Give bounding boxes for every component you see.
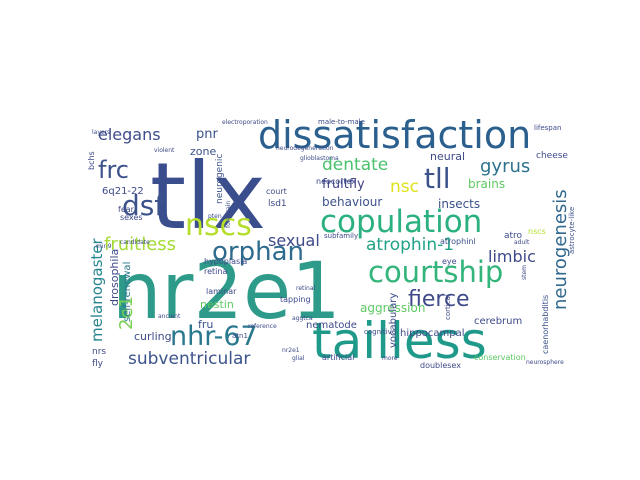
word-tlx: tlx <box>150 143 266 250</box>
word-lsd1: lsd1 <box>268 199 287 209</box>
word-nscs: nscs <box>185 208 252 243</box>
word-tll: tll <box>424 162 451 195</box>
word-glioblastoma: glioblastoma <box>300 155 339 162</box>
word-cloud-words: nr2e1tlxtaillessdissatisfactioncopulatio… <box>87 113 576 370</box>
word-nhr-67: nhr-67 <box>170 321 258 352</box>
word-electroporation: electroporation <box>222 119 268 126</box>
word-doublesex: doublesex <box>420 361 461 370</box>
word-nrs: nrs <box>92 347 106 357</box>
word-nematode: nematode <box>306 320 357 331</box>
word-eye: eye <box>442 257 457 266</box>
word-more: more <box>382 355 398 362</box>
word-astrocyte-like: astrocyte-like <box>568 207 576 254</box>
word-hypoplasia: hypoplasia <box>204 257 247 266</box>
word-6q21-22: 6q21-22 <box>102 186 144 197</box>
word-cerebrum: cerebrum <box>474 316 522 327</box>
word-male-to-male: male-to-male <box>318 118 365 126</box>
word-copulation: copulation <box>320 204 482 240</box>
word-subventricular: subventricular <box>128 349 250 369</box>
word-dsf: dsf <box>122 189 165 222</box>
word-fly: fly <box>92 359 104 369</box>
word-cognitive: cognitive <box>364 328 396 336</box>
word-atn1: atn1 <box>232 332 248 340</box>
word-tailless: tailless <box>312 312 487 370</box>
word-mir-9: mir-9 <box>96 243 112 250</box>
word-neurogenic: neurogenic <box>215 154 225 204</box>
word-nestin: nestin <box>200 298 234 311</box>
word-nr2e1: nr2e1 <box>112 247 341 337</box>
word-stem: stem <box>521 265 528 280</box>
word-tapping: tapping <box>280 295 311 304</box>
word-melanogaster: melanogaster <box>88 237 106 342</box>
word-2e1: 2e1 <box>116 296 137 330</box>
word-bchs: bchs <box>87 151 96 170</box>
word-self-renewal: self-renewal <box>122 262 133 322</box>
word-atrophinl: atrophinl <box>440 237 476 246</box>
word-sexes: sexes <box>120 213 143 222</box>
word-adult: adult <box>514 239 530 246</box>
word-caenorhabditis: caenorhabditis <box>541 295 550 354</box>
word-retina: retina <box>204 267 227 276</box>
word-aggression: aggression <box>360 301 425 315</box>
word-forebrain: forebrain <box>225 201 232 228</box>
word-neocortex: neocortex <box>316 177 356 186</box>
word-hippocampal: hippocampal <box>400 328 465 339</box>
word-ancient: ancient <box>158 313 181 320</box>
word-nscs: nscs <box>528 227 546 236</box>
word-brains: brains <box>468 177 505 191</box>
word-fru: fru <box>198 318 213 331</box>
word-atrophin-1: atrophin-1 <box>366 235 454 255</box>
word-neural: neural <box>430 150 465 163</box>
word-frc: frc <box>98 156 129 184</box>
word-laminar: laminar <box>206 287 237 296</box>
word-nsc: nsc <box>390 177 419 197</box>
word-fruitless: fruitless <box>104 234 176 255</box>
word-reference: reference <box>248 323 277 330</box>
word-artificial: artificial <box>322 353 354 362</box>
word-violent: violent <box>154 147 175 154</box>
word-pten: pten <box>208 213 222 220</box>
word-orphan: orphan <box>212 237 304 267</box>
word-fear: fear <box>118 205 135 214</box>
word-atro: atro <box>504 231 523 241</box>
word-neurogenesis: neurogenesis <box>550 189 571 310</box>
word-sexual: sexual <box>268 231 320 250</box>
word-candidate: candidate <box>120 239 150 246</box>
word-nr2e1: nr2e1 <box>282 347 300 354</box>
word-lifespan: lifespan <box>534 124 561 132</box>
word-cortical: cortical <box>444 294 452 320</box>
word-gyrus: gyrus <box>480 156 530 177</box>
word-subfamily: subfamily <box>324 232 358 240</box>
word-layers: layers <box>92 129 110 136</box>
word-curling: curling <box>134 330 172 343</box>
word-conservation: conservation <box>474 353 526 362</box>
word-fruitfly: fruitfly <box>322 177 365 192</box>
word-court: court <box>266 187 287 196</box>
word-elegans: elegans <box>98 125 161 144</box>
word-neurosphere: neurosphere <box>526 359 564 366</box>
word-aggtca: aggtca <box>292 315 313 322</box>
word-cheese: cheese <box>536 151 568 161</box>
word-dissatisfaction: dissatisfaction <box>258 113 531 157</box>
word-courtship: courtship <box>368 255 503 289</box>
word-zone: zone <box>190 145 216 158</box>
word-glial: glial <box>292 355 305 362</box>
word-insects: insects <box>438 197 480 211</box>
word-retinal: retinal <box>296 285 316 292</box>
word-pnr: pnr <box>196 127 218 142</box>
word-dentate: dentate <box>322 155 388 175</box>
word-behaviour: behaviour <box>322 195 382 209</box>
word-drosophila: drosophila <box>108 249 121 306</box>
word-neurodegeneration: neurodegeneration <box>276 145 334 152</box>
word-fierce: fierce <box>408 287 470 312</box>
word-vocabulary: vocabulary <box>388 293 399 348</box>
word-limbic: limbic <box>488 247 536 266</box>
